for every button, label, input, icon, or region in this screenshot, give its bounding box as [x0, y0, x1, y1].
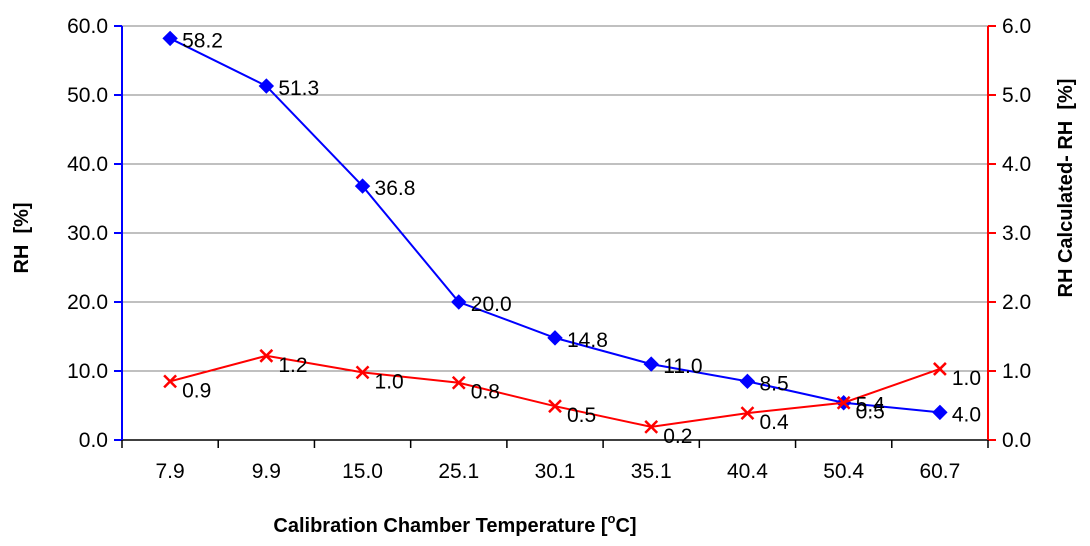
- x-axis: 7.9 9.9 15.0 25.1 30.1 35.1 40.4 50.4 60.7: [121, 440, 989, 483]
- data-label: 20.0: [471, 293, 512, 316]
- data-label: 4.0: [952, 403, 981, 426]
- data-point-marker: [740, 406, 755, 420]
- data-label: 0.4: [759, 411, 789, 434]
- series-layer: [162, 30, 948, 434]
- x-tick-label: 9.9: [252, 460, 281, 483]
- data-label: 36.8: [375, 177, 416, 200]
- data-label: 8.5: [759, 372, 788, 395]
- data-point-marker: [547, 330, 563, 346]
- left-y-tick-label: 0.0: [79, 429, 108, 452]
- data-label: 0.8: [471, 381, 500, 404]
- x-tick-label: 25.1: [438, 460, 479, 483]
- x-tick-label: 30.1: [535, 460, 576, 483]
- data-point-marker: [643, 356, 659, 372]
- x-tick-label: 40.4: [727, 460, 768, 483]
- marker-stroke: [548, 399, 562, 414]
- left-y-axis-title: RH [%]: [11, 202, 33, 273]
- right-y-tick-label: 1.0: [1002, 360, 1031, 383]
- data-label: 0.9: [182, 379, 211, 402]
- data-point-marker: [644, 420, 659, 434]
- data-label: 14.8: [567, 329, 608, 352]
- right-y-axis-title: RH Calculated- RH [%]: [1055, 79, 1077, 298]
- left-y-tick-label: 40.0: [67, 153, 108, 176]
- data-point-marker: [162, 30, 178, 47]
- x-axis-title-superscript: o: [608, 511, 616, 526]
- data-point-marker: [354, 178, 371, 194]
- data-label: 51.3: [278, 77, 319, 100]
- marker-stroke: [451, 375, 466, 390]
- x-tick-label: 50.4: [823, 460, 864, 483]
- x-tick-label: 60.7: [919, 460, 960, 483]
- data-label: 0.5: [856, 401, 885, 424]
- left-y-tick-label: 50.0: [67, 84, 108, 107]
- data-point-marker: [836, 395, 851, 410]
- marker-stroke: [836, 395, 851, 410]
- marker-stroke: [163, 374, 177, 389]
- data-label: 0.5: [567, 404, 596, 427]
- data-point-marker: [258, 78, 275, 94]
- x-tick-label: 7.9: [156, 460, 185, 483]
- right-y-axis: 0.0 1.0 2.0 3.0 4.0 5.0 6.0: [987, 15, 1031, 452]
- data-label: 1.0: [375, 370, 404, 393]
- marker-stroke: [644, 420, 659, 434]
- right-y-tick-label: 2.0: [1002, 291, 1031, 314]
- data-point-marker: [259, 348, 274, 363]
- data-label: 0.2: [663, 425, 692, 448]
- left-y-tick-label: 20.0: [67, 291, 108, 314]
- left-y-tick-label: 30.0: [67, 222, 108, 245]
- x-axis-title-end: C]: [615, 515, 636, 537]
- data-point-marker: [548, 399, 562, 414]
- data-point-marker: [451, 375, 466, 390]
- left-y-axis: 0.0 10.0 20.0 30.0 40.0 50.0 60.0: [67, 15, 123, 452]
- data-point-marker: [163, 374, 177, 389]
- data-label: 5.4: [856, 394, 886, 417]
- x-tick-label: 15.0: [342, 460, 383, 483]
- left-y-tick-label: 10.0: [67, 360, 108, 383]
- right-y-tick-label: 4.0: [1002, 153, 1031, 176]
- data-point-marker: [739, 373, 756, 390]
- right-y-tick-label: 5.0: [1002, 84, 1031, 107]
- right-y-tick-label: 0.0: [1002, 429, 1031, 452]
- left-y-tick-label: 60.0: [67, 15, 108, 38]
- right-y-tick-label: 6.0: [1002, 15, 1031, 38]
- data-label: 58.2: [182, 29, 223, 52]
- data-label: 1.0: [952, 367, 981, 390]
- gridlines: [122, 25, 988, 372]
- data-point-marker: [451, 294, 467, 310]
- data-label-layer: 58.2 51.3 36.8 20.0 14.8 11.0 8.5 5.4 4.0 0.9 1.2 1…: [182, 29, 981, 447]
- data-label: 11.0: [663, 355, 702, 378]
- marker-stroke: [259, 348, 274, 363]
- data-point-marker: [355, 365, 370, 380]
- right-y-tick-label: 3.0: [1002, 222, 1031, 245]
- x-tick-label: 35.1: [631, 460, 672, 483]
- data-point-marker: [933, 362, 947, 376]
- data-label: 1.2: [278, 354, 307, 377]
- marker-stroke: [933, 362, 947, 376]
- marker-stroke: [355, 365, 370, 380]
- data-point-marker: [932, 404, 948, 421]
- marker-stroke: [740, 406, 755, 420]
- x-axis-title: Calibration Chamber Temperature [oC]: [273, 511, 636, 537]
